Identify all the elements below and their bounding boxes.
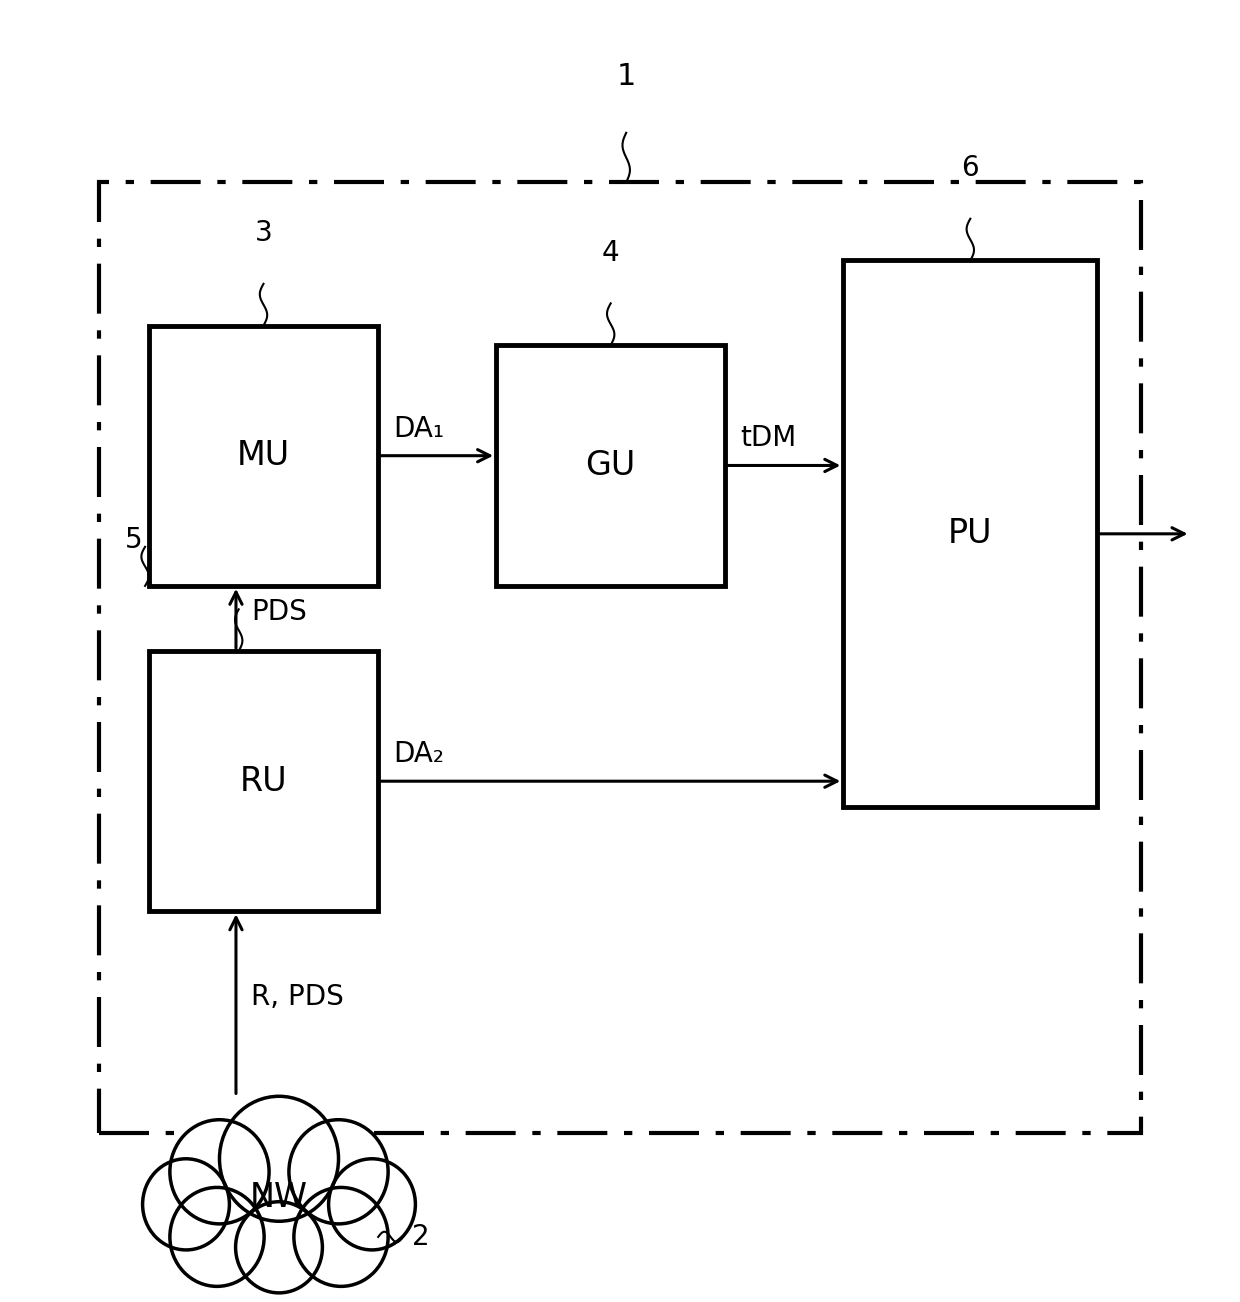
Bar (496, 345, 725, 586)
Circle shape (329, 1159, 415, 1250)
Text: NW: NW (250, 1181, 308, 1215)
Circle shape (236, 1202, 322, 1293)
Text: R, PDS: R, PDS (250, 983, 343, 1012)
Text: GU: GU (585, 449, 636, 482)
Text: 6: 6 (961, 154, 980, 182)
Text: 1: 1 (616, 62, 636, 91)
Text: MU: MU (237, 439, 290, 473)
Circle shape (170, 1120, 269, 1224)
Text: tDM: tDM (740, 424, 796, 452)
Bar (149, 651, 378, 911)
Text: 2: 2 (412, 1223, 429, 1251)
Text: DA₁: DA₁ (393, 414, 444, 443)
Circle shape (143, 1159, 229, 1250)
Bar (843, 260, 1097, 807)
Bar (149, 326, 378, 586)
Text: PDS: PDS (250, 598, 306, 626)
Text: 5: 5 (125, 526, 143, 555)
Text: PU: PU (949, 517, 992, 551)
Text: 4: 4 (601, 238, 620, 267)
Circle shape (170, 1187, 264, 1286)
Text: 3: 3 (254, 219, 273, 247)
Circle shape (294, 1187, 388, 1286)
Circle shape (289, 1120, 388, 1224)
Bar (99, 182, 1141, 1133)
Text: RU: RU (239, 764, 288, 798)
Circle shape (219, 1096, 339, 1221)
Text: 5: 5 (229, 544, 248, 573)
Text: DA₂: DA₂ (393, 740, 444, 768)
